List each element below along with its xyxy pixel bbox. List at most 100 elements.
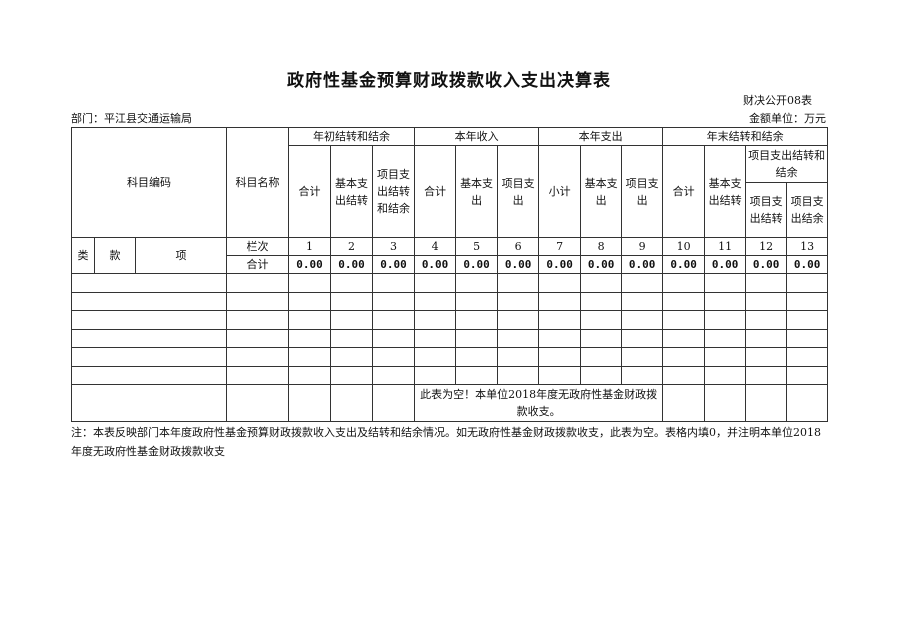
table-cell (372, 328, 416, 348)
column-number: 2 (330, 237, 374, 256)
header-sub: 小计 (538, 145, 582, 238)
footnote: 注：本表反映部门本年度政府性基金预算财政拨款收入支出及结转和结余情况。如无政府性… (71, 426, 821, 458)
header-name: 科目名称 (226, 127, 290, 238)
table-cell (538, 273, 582, 293)
total-value: 0.00 (288, 255, 332, 274)
table-cell (330, 273, 374, 293)
column-number: 8 (580, 237, 623, 256)
header-sub: 项目支出结转和结余 (745, 145, 829, 183)
table-cell (580, 310, 623, 330)
table-cell (580, 273, 623, 293)
table-cell (786, 384, 829, 422)
table-cell (330, 310, 374, 330)
total-value: 0.00 (538, 255, 582, 274)
table-cell (662, 310, 706, 330)
table-cell (414, 365, 457, 385)
table-cell (538, 328, 582, 348)
table-cell (414, 347, 457, 367)
header-kuan: 款 (94, 237, 136, 274)
total-value: 0.00 (745, 255, 788, 274)
table-cell (786, 291, 829, 311)
header-sub: 基本支出结转 (330, 145, 374, 238)
table-cell (330, 328, 374, 348)
table-cell (414, 328, 457, 348)
table-cell (288, 384, 332, 422)
table-row (70, 291, 829, 311)
column-number: 9 (621, 237, 664, 256)
header-code: 科目编码 (70, 127, 228, 238)
total-value: 0.00 (621, 255, 664, 274)
table-cell (226, 384, 290, 422)
amount-unit: 金额单位：万元 (749, 112, 826, 125)
table-cell (580, 328, 623, 348)
table-cell (621, 347, 664, 367)
header-group: 年末结转和结余 (662, 127, 829, 146)
table-cell (288, 291, 332, 311)
header-subsub: 项目支出结转 (745, 182, 788, 238)
table-cell (538, 365, 582, 385)
table-cell (704, 328, 747, 348)
header-lei: 类 (71, 237, 95, 274)
table-cell (455, 328, 499, 348)
table-cell (538, 347, 582, 367)
table-cell (455, 365, 499, 385)
total-value: 0.00 (704, 255, 747, 274)
total-value: 0.00 (330, 255, 374, 274)
header-sub: 基本支出结转 (704, 145, 747, 238)
table-cell (70, 273, 228, 293)
table-cell (288, 273, 332, 293)
table-cell (621, 310, 664, 330)
table-cell (226, 347, 290, 367)
column-number: 10 (662, 237, 706, 256)
header-sub: 合计 (414, 145, 457, 238)
table-cell (662, 291, 706, 311)
table-cell (226, 291, 290, 311)
table-cell (455, 291, 499, 311)
table-cell (414, 291, 457, 311)
table-cell (662, 273, 706, 293)
table-row (70, 365, 829, 385)
table-cell (704, 273, 747, 293)
table-cell (745, 273, 788, 293)
table-cell (70, 384, 228, 422)
column-number: 12 (745, 237, 788, 256)
total-value: 0.00 (662, 255, 706, 274)
table-cell (621, 328, 664, 348)
form-number: 财决公开08表 (743, 94, 812, 107)
column-number: 1 (288, 237, 332, 256)
page-title: 政府性基金预算财政拨款收入支出决算表 (287, 71, 611, 91)
table-cell (704, 310, 747, 330)
table-cell (704, 365, 747, 385)
table-cell (497, 365, 540, 385)
header-group: 本年支出 (538, 127, 664, 146)
table-cell (745, 328, 788, 348)
table-cell (288, 365, 332, 385)
table-cell (745, 347, 788, 367)
table-cell (372, 291, 416, 311)
table-cell (621, 273, 664, 293)
table-cell (70, 310, 228, 330)
header-subsub: 项目支出结余 (786, 182, 829, 238)
table-cell (288, 347, 332, 367)
table-cell (786, 310, 829, 330)
column-number: 11 (704, 237, 747, 256)
column-number: 5 (455, 237, 499, 256)
table-row (70, 310, 829, 330)
header-sub: 合计 (288, 145, 332, 238)
table-cell (621, 291, 664, 311)
total-value: 0.00 (455, 255, 499, 274)
column-number: 3 (372, 237, 416, 256)
table-cell (372, 384, 416, 422)
column-number: 7 (538, 237, 582, 256)
table-cell (704, 291, 747, 311)
table-cell (226, 365, 290, 385)
table-cell (372, 310, 416, 330)
header-xiang: 项 (134, 237, 228, 274)
table-cell (330, 291, 374, 311)
table-cell (580, 347, 623, 367)
table-cell (662, 347, 706, 367)
table-cell (662, 328, 706, 348)
table-cell (288, 310, 332, 330)
header-sub: 基本支出 (580, 145, 623, 238)
table-cell (226, 273, 290, 293)
